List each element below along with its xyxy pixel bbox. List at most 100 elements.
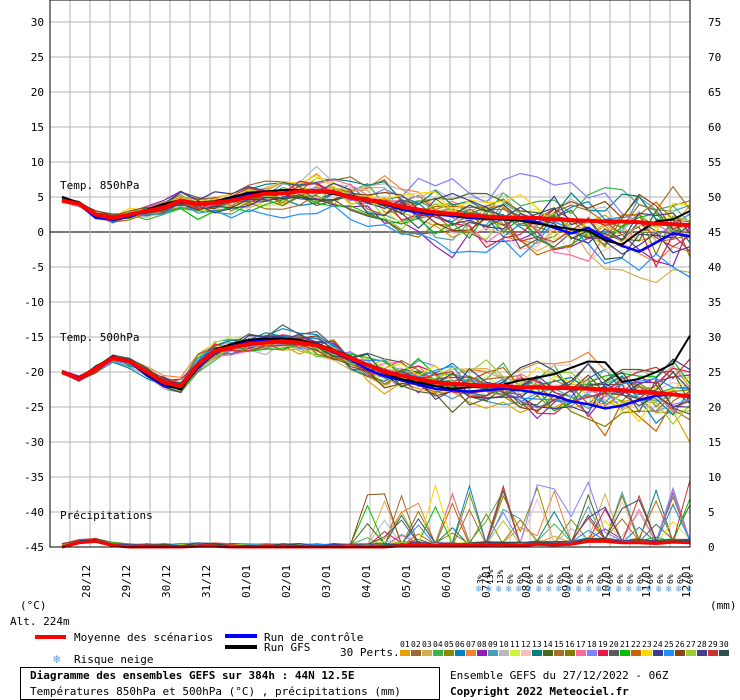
pert-number: 15 — [554, 640, 564, 649]
snowflake-icon: ❄ — [596, 584, 603, 595]
left-tick-label: 5 — [37, 191, 44, 204]
pert-number: 25 — [664, 640, 674, 649]
x-tick-label: 08/01 — [520, 565, 533, 598]
right-tick-label: 60 — [708, 121, 721, 134]
plot-frame — [49, 0, 691, 548]
right-tick-label: 0 — [708, 541, 715, 554]
snow-percent-label: 13% — [496, 569, 505, 584]
right-tick-label: 30 — [708, 331, 721, 344]
left-tick-label: 0 — [37, 226, 44, 239]
x-tick-label: 29/12 — [120, 565, 133, 598]
right-tick-label: 75 — [708, 16, 721, 29]
pert-swatch — [466, 650, 476, 656]
snowflake-icon: ❄ — [656, 584, 663, 595]
pert-number: 14 — [543, 640, 553, 649]
snow-percent-label: 6% — [566, 574, 575, 584]
pert-number: 13 — [532, 640, 542, 649]
left-tick-label: -15 — [24, 331, 44, 344]
snowflake-icon: ❄ — [496, 584, 503, 595]
panel-label-precip: Précipitations — [60, 509, 153, 522]
pert-swatch — [686, 650, 696, 656]
member-500-line — [61, 335, 691, 412]
snowflake-icon: ❄ — [606, 584, 613, 595]
right-tick-label: 15 — [708, 436, 721, 449]
pert-number: 21 — [620, 640, 630, 649]
snow-risk-item: ❄6% — [576, 574, 585, 595]
mean-500-line — [61, 339, 691, 399]
x-tick-label: 01/01 — [240, 565, 253, 598]
snowflake-icon: ❄ — [556, 584, 563, 595]
snow-percent-label: 6% — [556, 574, 565, 584]
panel-label-500: Temp. 500hPa — [60, 331, 139, 344]
pert-swatch — [708, 650, 718, 656]
left-tick-label: 30 — [31, 16, 44, 29]
legend-control-label: Run de contrôle — [264, 631, 363, 644]
x-tick-label: 28/12 — [80, 565, 93, 598]
snow-risk-item: ❄6% — [636, 574, 645, 595]
snowflake-icon: ❄ — [516, 584, 523, 595]
snow-risk-item: ❄6% — [606, 574, 615, 595]
snow-risk-item: ❄6% — [596, 574, 605, 595]
snow-percent-label: 6% — [596, 574, 605, 584]
x-tick-label: 02/01 — [280, 565, 293, 598]
snow-percent-label: 6% — [676, 574, 685, 584]
snow-percent-label: 13% — [486, 569, 495, 584]
pert-number: 17 — [576, 640, 586, 649]
snowflake-icon: ❄ — [626, 584, 633, 595]
pert-number: 08 — [477, 640, 487, 649]
snowflake-icon: ❄ — [536, 584, 543, 595]
snow-percent-label: 3% — [586, 574, 595, 584]
pert-number: 10 — [499, 640, 509, 649]
x-tick-label: 06/01 — [440, 565, 453, 598]
legend-mean-label: Moyenne des scénarios — [74, 631, 213, 644]
right-tick-label: 20 — [708, 401, 721, 414]
pert-swatch — [510, 650, 520, 656]
pert-swatch — [488, 650, 498, 656]
snow-risk-item: ❄6% — [506, 574, 515, 595]
plot-grid — [49, 0, 691, 548]
pert-swatch — [521, 650, 531, 656]
snow-percent-label: 3% — [476, 574, 485, 584]
pert-swatch — [411, 650, 421, 656]
snow-risk-item: ❄6% — [516, 574, 525, 595]
snow-percent-label: 6% — [606, 574, 615, 584]
pert-number: 09 — [488, 640, 498, 649]
left-tick-label: 25 — [31, 51, 44, 64]
pert-number: 28 — [697, 640, 707, 649]
pert-number: 16 — [565, 640, 575, 649]
snowflake-icon: ❄ — [636, 584, 643, 595]
member-850-line — [61, 198, 691, 278]
right-axis-unit: (mm) — [710, 599, 737, 612]
pert-swatch — [642, 650, 652, 656]
pert-swatch — [499, 650, 509, 656]
right-tick-label: 65 — [708, 86, 721, 99]
snow-risk-item: ❄6% — [676, 574, 685, 595]
snow-percent-label: 6% — [576, 574, 585, 584]
left-tick-label: -40 — [24, 506, 44, 519]
snow-risk-item: ❄6% — [546, 574, 555, 595]
pert-swatch — [576, 650, 586, 656]
pert-swatch — [543, 650, 553, 656]
right-tick-label: 5 — [708, 506, 715, 519]
pert-number: 06 — [455, 640, 465, 649]
pert-swatch — [554, 650, 564, 656]
x-tick-label: 05/01 — [400, 565, 413, 598]
footer-copyright: Copyright 2022 Meteociel.fr — [450, 685, 629, 698]
footer-title: Diagramme des ensembles GEFS sur 384h : … — [30, 669, 355, 682]
left-tick-label: 20 — [31, 86, 44, 99]
pert-number: 22 — [631, 640, 641, 649]
pert-swatch — [631, 650, 641, 656]
snow-percent-label: 6% — [526, 574, 535, 584]
left-tick-label: -30 — [24, 436, 44, 449]
right-tick-label: 25 — [708, 366, 721, 379]
left-tick-label: -5 — [31, 261, 44, 274]
snow-risk-item: ❄3% — [586, 574, 595, 595]
pert-swatch — [433, 650, 443, 656]
snow-percent-label: 6% — [656, 574, 665, 584]
pert-number: 26 — [675, 640, 685, 649]
pert-number: 11 — [510, 640, 520, 649]
legend-gfs-label: Run GFS — [264, 641, 310, 654]
snow-risk-item: ❄6% — [616, 574, 625, 595]
